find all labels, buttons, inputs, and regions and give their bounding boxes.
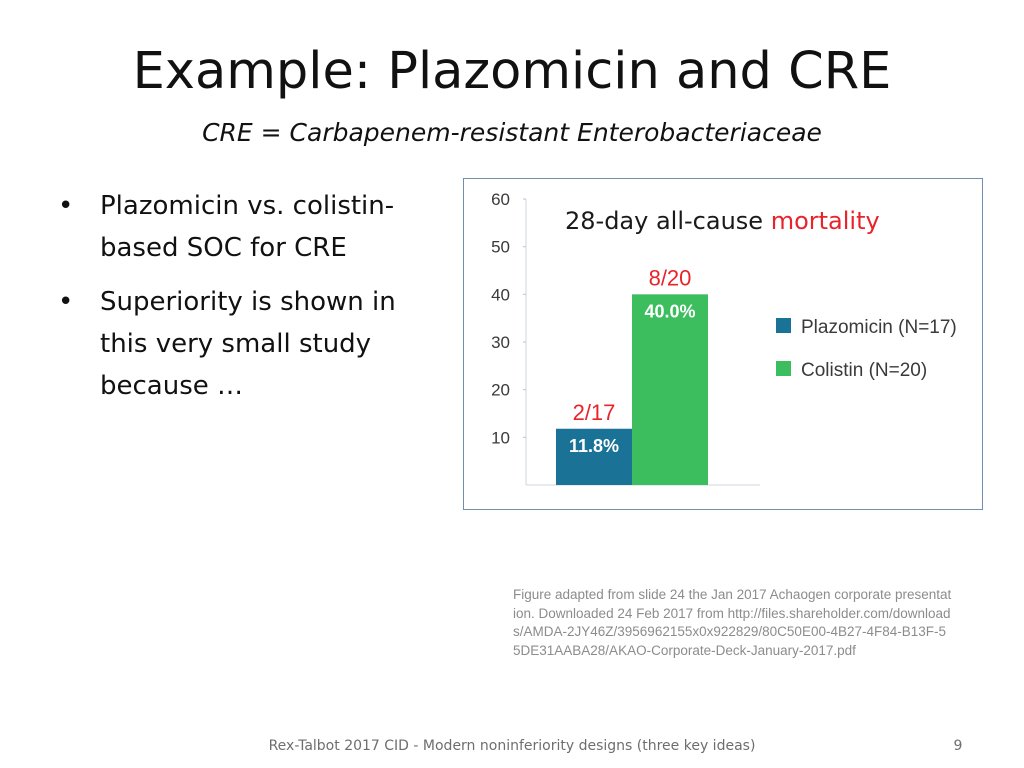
bullet-item: • Plazomicin vs. colistin-based SOC for … [58, 185, 438, 269]
slide-subtitle: CRE = Carbapenem-resistant Enterobacteri… [202, 118, 822, 147]
bullet-text: Superiority is shown in this very small … [100, 287, 396, 401]
mortality-chart: 10 20 30 40 50 60 28-day all-cause mortality 11… [463, 178, 983, 510]
bar [632, 294, 708, 485]
chart-title: 28-day all-cause mortality [565, 207, 880, 235]
bar-data-label: 11.8% [569, 436, 619, 456]
y-tick-label: 20 [491, 381, 510, 400]
legend-label: Plazomicin (N=17) [801, 317, 957, 338]
bullet-list: • Plazomicin vs. colistin-based SOC for … [58, 185, 438, 419]
chart-title-prefix: 28-day all-cause [565, 207, 771, 235]
page-number: 9 [953, 738, 963, 754]
bar-count-label: 2/17 [573, 400, 616, 425]
legend-swatch [776, 318, 791, 333]
chart-title-highlight: mortality [771, 207, 880, 235]
y-tick-label: 10 [491, 428, 510, 447]
y-tick-label: 40 [491, 285, 510, 304]
bullet-marker: • [58, 191, 74, 221]
chart-svg: 10 20 30 40 50 60 28-day all-cause mortality 11… [491, 190, 957, 486]
y-tick-label: 30 [491, 333, 510, 352]
legend-swatch [776, 361, 791, 376]
bullet-marker: • [58, 287, 74, 317]
bullet-text: Plazomicin vs. colistin-based SOC for CR… [100, 191, 395, 263]
y-tick-label: 60 [491, 190, 510, 209]
figure-caption: Figure adapted from slide 24 the Jan 201… [513, 587, 952, 658]
bullet-item: • Superiority is shown in this very smal… [58, 281, 438, 407]
slide-title: Example: Plazomicin and CRE [132, 42, 892, 101]
bar-count-label: 8/20 [649, 265, 692, 290]
y-tick-label: 50 [491, 238, 510, 257]
bar [556, 428, 632, 485]
bar-data-label: 40.0% [644, 301, 695, 321]
slide-footer: Rex-Talbot 2017 CID - Modern noninferior… [268, 738, 756, 754]
legend-label: Colistin (N=20) [801, 360, 927, 381]
